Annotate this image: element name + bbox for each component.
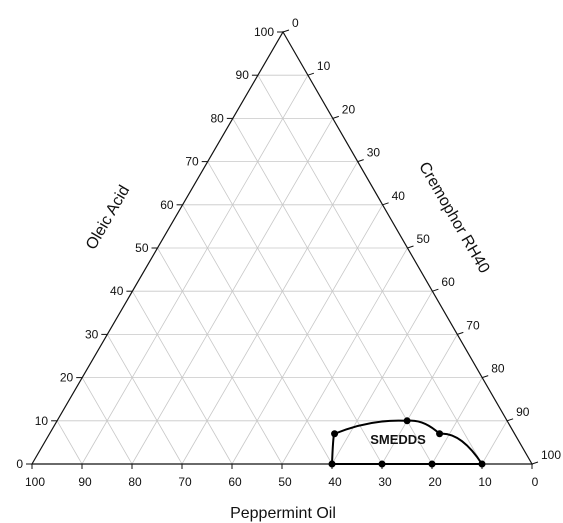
smedds-label: SMEDDS — [370, 432, 426, 447]
grid-line-cremophor — [281, 247, 408, 465]
left-tick-label: 50 — [135, 241, 149, 255]
grid-line-peppermint — [56, 420, 83, 465]
grid-line-peppermint — [106, 334, 183, 465]
grid-line-peppermint — [207, 161, 383, 465]
grid-line-cremophor — [381, 334, 458, 465]
right-tick-label: 80 — [491, 362, 505, 376]
peppermint-oil-axis-title: Peppermint Oil — [230, 505, 336, 522]
bottom-tick-label: 80 — [128, 475, 142, 489]
smedds-region — [328, 417, 486, 468]
right-tick-mark — [457, 331, 464, 335]
bottom-tick-label: 50 — [278, 475, 292, 489]
bottom-tick-label: 100 — [25, 475, 45, 489]
right-tick-mark — [282, 29, 290, 33]
smedds-point — [403, 417, 411, 425]
right-tick-mark — [382, 202, 389, 206]
smedds-point — [436, 430, 444, 438]
bottom-tick-label: 40 — [328, 475, 342, 489]
grid-line-cremophor — [181, 161, 359, 465]
grid-line-peppermint — [132, 291, 233, 465]
smedds-point — [428, 460, 436, 468]
bottom-tick-label: 0 — [532, 475, 539, 489]
right-tick-mark — [407, 245, 414, 249]
right-tick-mark — [432, 288, 439, 292]
grid-line-cremophor — [81, 74, 309, 465]
grid-line-cremophor — [431, 377, 483, 465]
right-tick-label: 0 — [292, 16, 299, 30]
right-tick-label: 60 — [441, 275, 455, 289]
oleic-acid-axis-title: Oleic Acid — [83, 183, 133, 253]
left-tick-label: 30 — [85, 327, 99, 341]
smedds-point — [478, 460, 486, 468]
bottom-tick-label: 20 — [428, 475, 442, 489]
right-tick-label: 90 — [516, 405, 530, 419]
left-tick-label: 90 — [236, 68, 250, 82]
bottom-tick-label: 10 — [478, 475, 492, 489]
smedds-point — [328, 460, 336, 468]
left-tick-label: 80 — [210, 111, 224, 125]
bottom-tick-label: 30 — [378, 475, 392, 489]
grid-lines — [56, 74, 508, 465]
left-tick-label: 20 — [60, 371, 74, 385]
right-tick-label: 100 — [541, 448, 561, 462]
grid-line-cremophor — [481, 420, 508, 465]
right-tick-label: 50 — [417, 232, 431, 246]
right-tick-mark — [307, 72, 315, 76]
bottom-tick-label: 70 — [178, 475, 192, 489]
left-tick-label: 40 — [110, 284, 124, 298]
right-tick-mark — [531, 461, 539, 465]
right-tick-label: 70 — [466, 318, 480, 332]
right-tick-mark — [506, 418, 514, 422]
right-tick-mark — [332, 115, 339, 119]
right-tick-label: 20 — [342, 102, 356, 116]
right-tick-label: 10 — [317, 59, 331, 73]
bottom-tick-label: 60 — [228, 475, 242, 489]
grid-line-peppermint — [257, 75, 483, 465]
smedds-point — [331, 430, 339, 438]
left-tick-label: 70 — [185, 155, 199, 169]
left-tick-label: 60 — [160, 198, 174, 212]
grid-line-peppermint — [81, 377, 133, 465]
grid-line-cremophor — [331, 290, 433, 465]
right-tick-mark — [357, 159, 364, 163]
cremophor-axis-title: Cremophor RH40 — [415, 159, 492, 276]
right-tick-label: 30 — [367, 146, 381, 160]
tick-marks: 0102030405060708090100010203040506070809… — [16, 16, 561, 489]
right-tick-label: 40 — [392, 189, 406, 203]
grid-line-peppermint — [157, 247, 283, 465]
left-tick-label: 0 — [16, 457, 23, 471]
left-tick-label: 10 — [35, 414, 49, 428]
left-tick-label: 100 — [254, 25, 274, 39]
right-tick-mark — [482, 375, 489, 379]
bottom-tick-label: 90 — [78, 475, 92, 489]
smedds-point — [378, 460, 386, 468]
